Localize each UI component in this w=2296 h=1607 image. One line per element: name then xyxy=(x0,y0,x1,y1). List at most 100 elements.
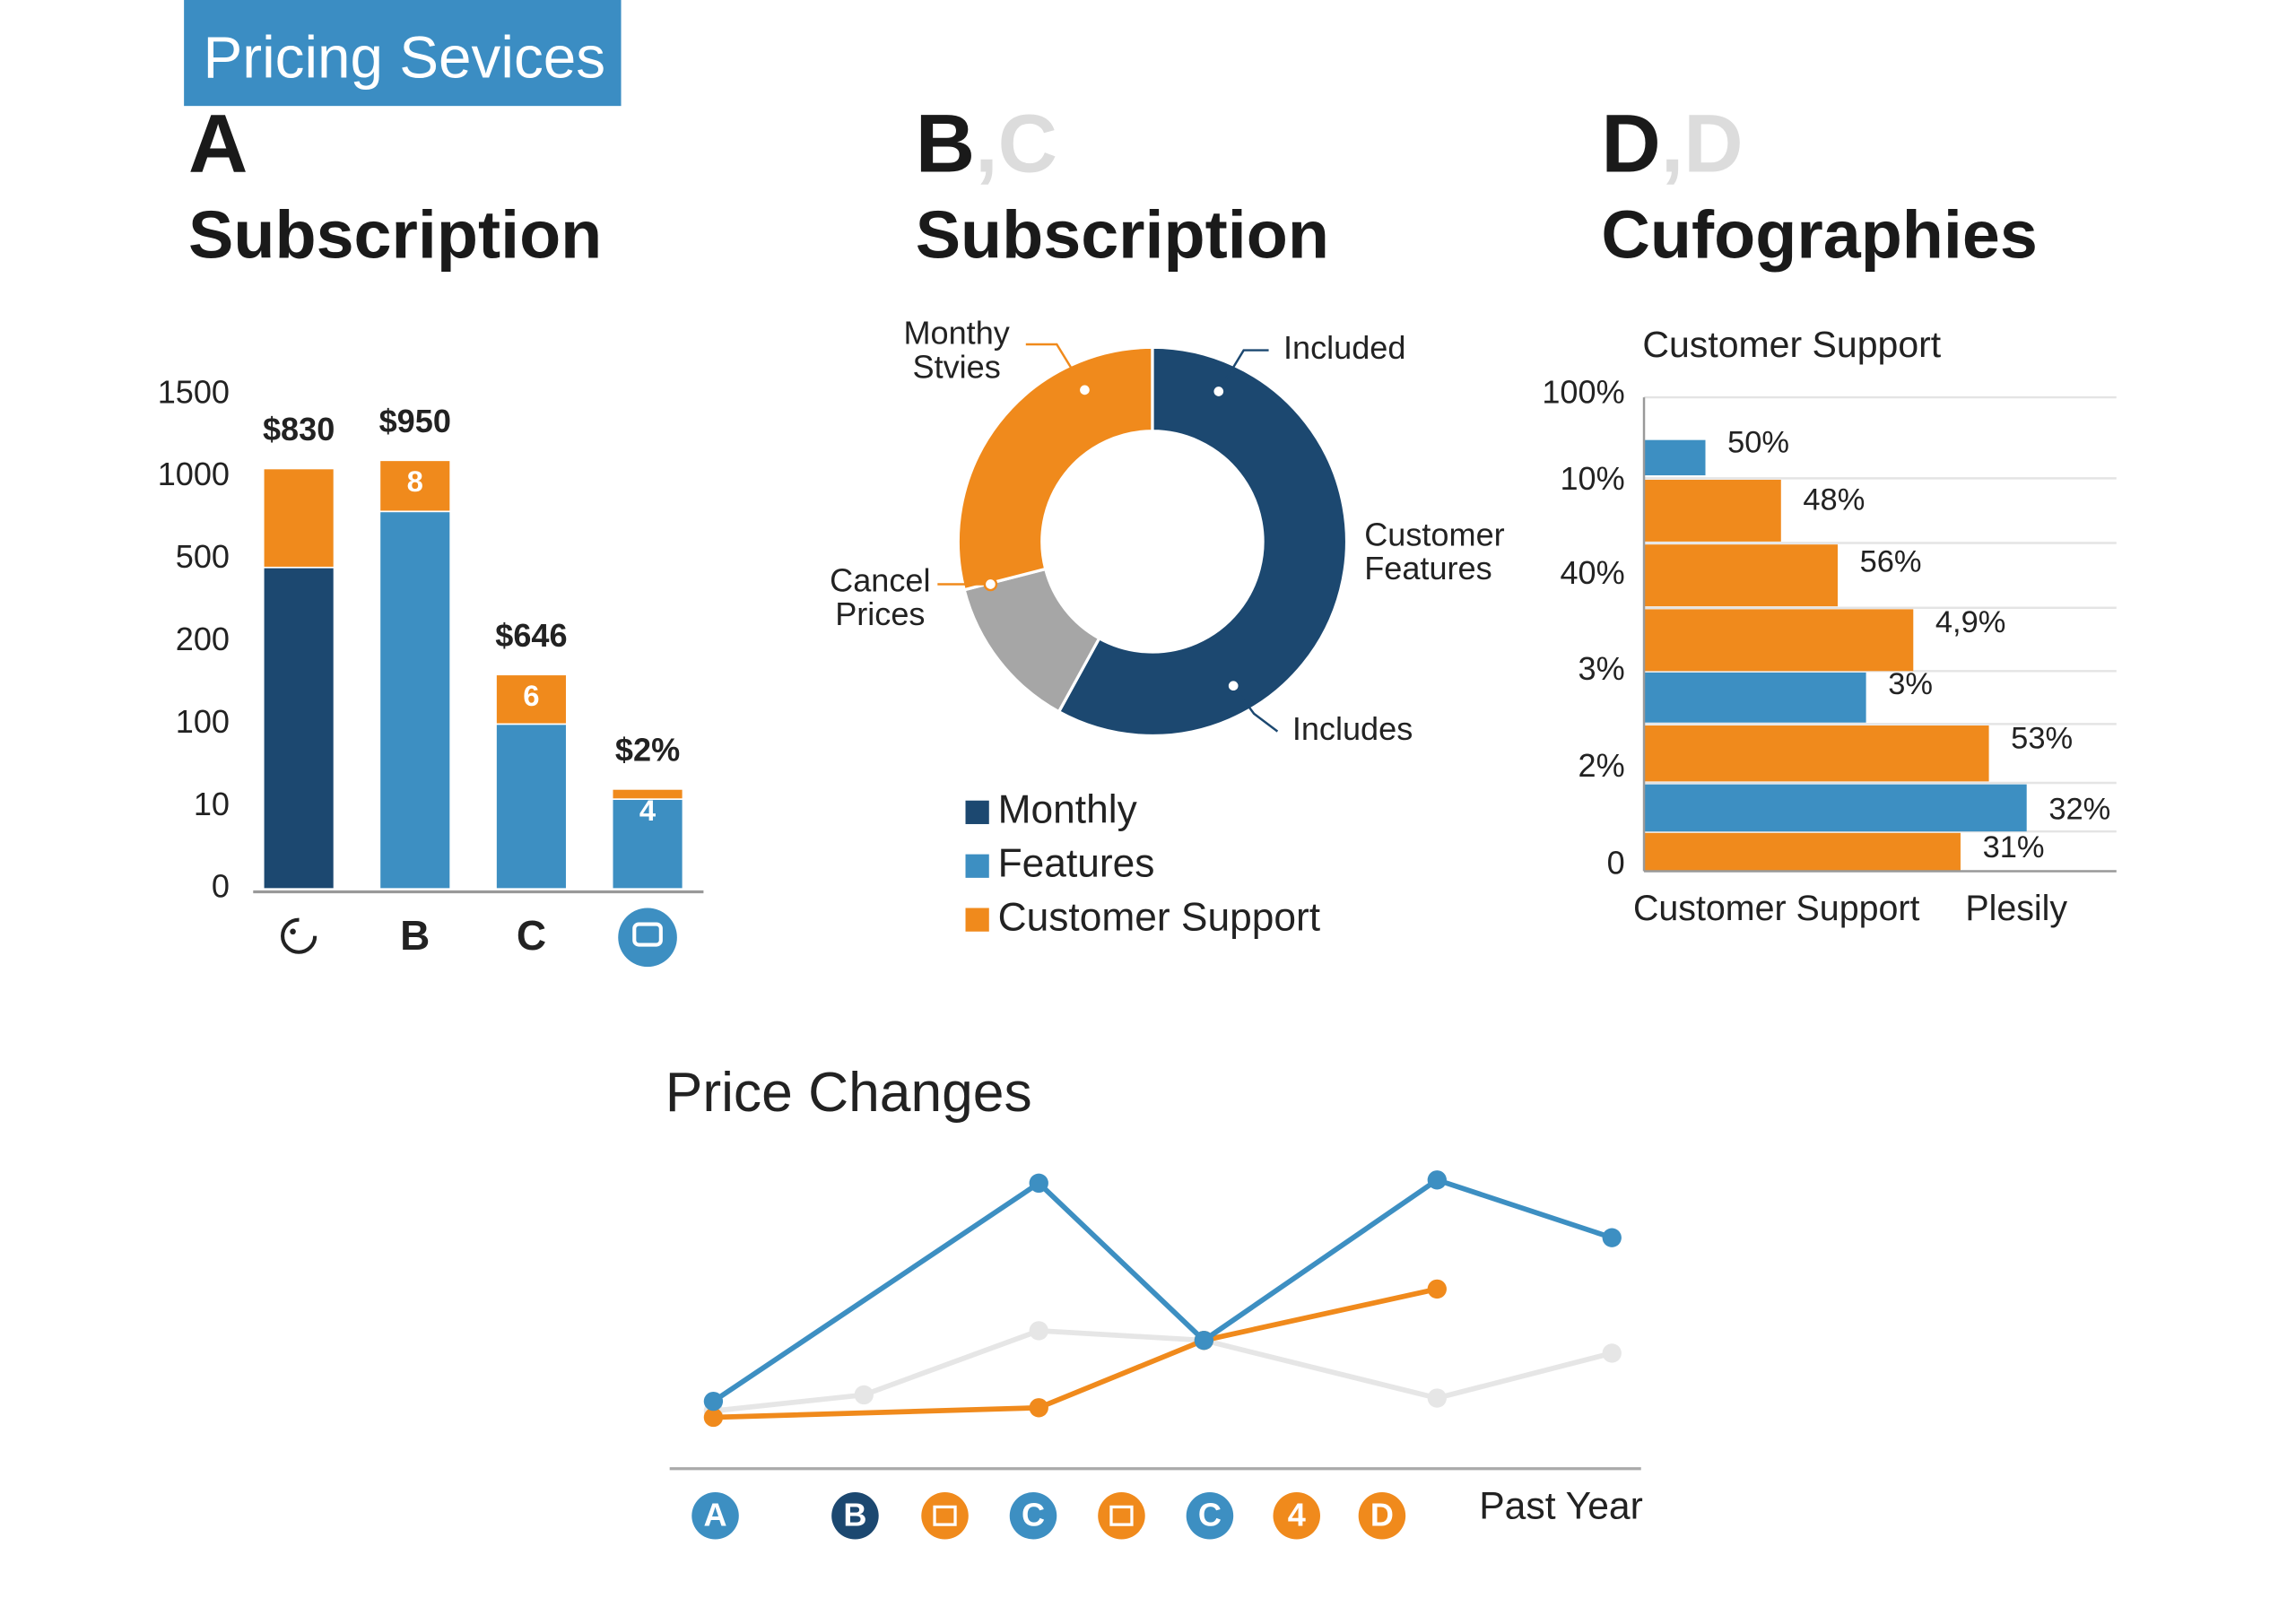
line-point xyxy=(1602,1343,1622,1363)
badge-icon xyxy=(933,1505,957,1526)
annotation: Included xyxy=(1283,329,1405,366)
bar-segment xyxy=(611,788,684,800)
y-tick-label: 10 xyxy=(194,786,230,822)
badge xyxy=(691,1492,739,1540)
line-point xyxy=(1029,1173,1048,1194)
bar-total-label: $830 xyxy=(263,411,335,447)
bar xyxy=(1644,672,1866,723)
bar-total-label: $2% xyxy=(615,731,680,768)
leader-line xyxy=(1217,349,1269,393)
legend-label: Monthly xyxy=(998,788,1138,832)
y-label: 100% xyxy=(1542,373,1624,410)
y-tick-label: 1500 xyxy=(158,373,230,410)
panel-letter: D,D xyxy=(1601,99,1743,190)
bar-label: 56% xyxy=(1860,545,1922,579)
bar xyxy=(1644,609,1914,672)
legend-label: Features xyxy=(998,841,1155,885)
annotation: Features xyxy=(1364,550,1492,586)
y-label: 0 xyxy=(1607,844,1625,881)
y-tick-label: 500 xyxy=(176,538,230,575)
line-point xyxy=(703,1407,724,1428)
donut-segment xyxy=(956,345,1154,592)
legend-swatch xyxy=(965,908,989,932)
category-icon xyxy=(618,908,677,968)
panel-letter-ghost: ,C xyxy=(975,99,1057,190)
annotation: Monthy xyxy=(903,315,1009,352)
annotation: Stvies xyxy=(913,348,1001,385)
line-series xyxy=(713,1328,1613,1414)
line-series xyxy=(713,1286,1438,1420)
line-point xyxy=(1194,1330,1214,1351)
bar-label: 31% xyxy=(1983,830,2045,864)
badge xyxy=(921,1492,969,1540)
annotation: Customer xyxy=(1364,517,1504,553)
badge-icon xyxy=(1109,1505,1134,1526)
panel-letter-text: A xyxy=(188,99,248,190)
leader-dot xyxy=(1226,678,1240,693)
x-tick-label: B xyxy=(400,912,430,959)
x-tick-label: C xyxy=(517,912,546,959)
badge-label: D xyxy=(1370,1496,1394,1533)
bar xyxy=(1644,725,1989,782)
bar-segment xyxy=(495,673,568,725)
panel-title: Subscription xyxy=(916,196,1329,272)
x-label: Past Year xyxy=(1479,1484,1643,1527)
panel-letter-text: D xyxy=(1601,99,1660,190)
line-point xyxy=(1427,1279,1447,1299)
donut-segment xyxy=(1057,345,1349,738)
bar xyxy=(1644,544,1839,607)
badge xyxy=(831,1492,879,1540)
annotation: Includes xyxy=(1292,710,1413,747)
legend-swatch xyxy=(965,800,989,824)
bar-label: 3% xyxy=(1888,667,1933,701)
y-tick-label: 100 xyxy=(176,703,230,740)
bar-segment xyxy=(378,510,451,890)
bar-segment xyxy=(611,798,684,890)
line-point xyxy=(1427,1388,1447,1408)
bar-segment xyxy=(378,459,451,513)
y-label: 2% xyxy=(1578,747,1625,784)
leader-line xyxy=(1232,684,1279,733)
category-icon-glyph xyxy=(632,922,663,947)
badge xyxy=(1009,1492,1057,1540)
panel-title: Cufographies xyxy=(1601,196,2037,272)
badge-label: 4 xyxy=(1288,1496,1306,1533)
badge xyxy=(1273,1492,1320,1540)
line-point xyxy=(1602,1228,1622,1247)
legend-label: Customer Support xyxy=(998,895,1320,939)
bar xyxy=(1644,784,2027,832)
panel-letter-ghost: ,D xyxy=(1661,99,1744,190)
segment-label: 8 xyxy=(407,465,423,498)
header-box xyxy=(184,0,622,107)
bar-label: 32% xyxy=(2048,792,2110,826)
badge-label: C xyxy=(1198,1496,1222,1533)
leader-line xyxy=(1025,343,1086,391)
bar-total-label: $950 xyxy=(379,403,451,439)
subtitle: Customer Support xyxy=(1642,324,1941,365)
chart-title: Price Changes xyxy=(665,1062,1032,1124)
header-title: Pricing Sevices xyxy=(203,24,605,90)
badge-label: A xyxy=(703,1496,726,1533)
bar xyxy=(1644,479,1781,542)
bar-segment xyxy=(262,467,335,569)
y-label: 3% xyxy=(1578,650,1625,687)
line-point xyxy=(1427,1170,1447,1190)
y-tick-label: 1000 xyxy=(158,456,230,492)
badge xyxy=(1098,1492,1145,1540)
badge-label: C xyxy=(1022,1496,1045,1533)
bar-segment xyxy=(495,723,568,890)
line-point xyxy=(1029,1398,1048,1418)
leader-dot xyxy=(983,577,998,592)
panel-letter-text: B xyxy=(916,99,975,190)
badge-label: B xyxy=(843,1496,866,1533)
line-series xyxy=(711,1177,1613,1404)
badge xyxy=(1186,1492,1234,1540)
bar-label: 53% xyxy=(2011,722,2073,756)
y-label: 10% xyxy=(1560,460,1624,497)
y-tick-label: 0 xyxy=(212,868,230,905)
bar-label: 48% xyxy=(1803,483,1865,517)
bar-segment xyxy=(262,566,335,890)
x-label: Plesily xyxy=(1965,889,2067,928)
panel-title: Subscription xyxy=(188,196,602,272)
